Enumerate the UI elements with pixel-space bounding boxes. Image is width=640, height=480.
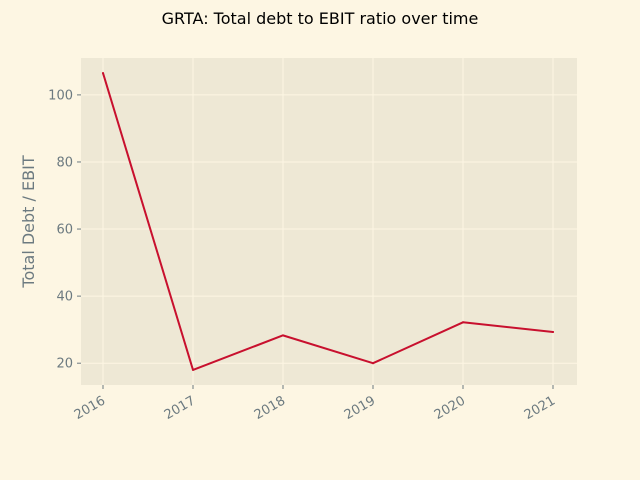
chart-title: GRTA: Total debt to EBIT ratio over time: [162, 9, 479, 28]
plot-area: [81, 58, 577, 385]
x-axis: 2016 2017 2018 2019 2020 2021: [72, 385, 558, 423]
x-tick-label: 2021: [522, 393, 558, 423]
data-point: [282, 334, 284, 337]
x-tick-label: 2019: [342, 393, 378, 423]
y-tick-label: 20: [56, 357, 73, 372]
x-tick-label: 2018: [252, 393, 288, 423]
y-tick-label: 100: [48, 88, 73, 103]
x-tick-label: 2017: [162, 393, 198, 423]
series-lines: [102, 72, 554, 371]
x-tick-label: 2020: [432, 393, 468, 423]
data-point: [192, 368, 194, 371]
grid: [81, 58, 577, 385]
y-tick-label: 40: [56, 290, 73, 305]
series-line: [102, 72, 554, 371]
y-axis-label: Total Debt / EBIT: [19, 155, 38, 288]
y-tick-label: 60: [56, 223, 73, 238]
y-tick-label: 80: [56, 155, 73, 170]
data-point: [462, 321, 464, 324]
y-axis: 20 40 60 80 100: [48, 88, 81, 372]
x-tick-label: 2016: [72, 393, 108, 423]
data-point: [102, 72, 104, 75]
data-point: [372, 362, 374, 365]
data-point: [552, 331, 554, 334]
